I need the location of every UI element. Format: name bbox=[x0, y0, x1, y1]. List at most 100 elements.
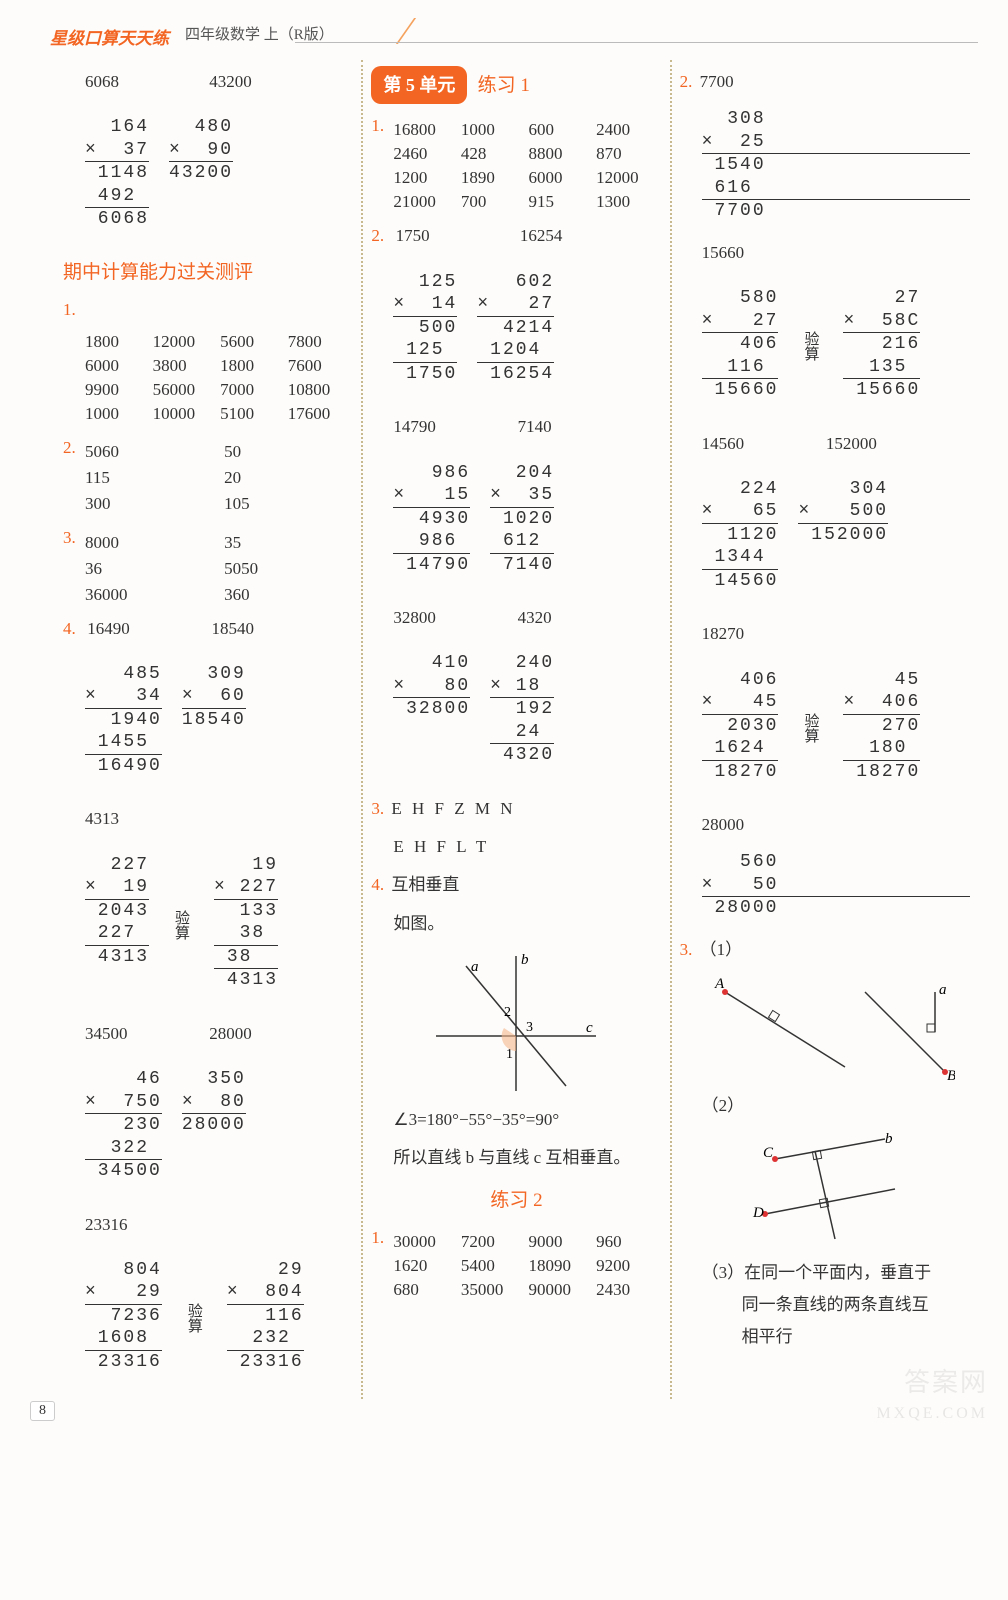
text: 相平行 bbox=[742, 1321, 970, 1353]
vc: 2030 bbox=[702, 714, 779, 738]
cell: 2430 bbox=[596, 1280, 662, 1300]
vc: × 58C bbox=[843, 310, 920, 333]
calc-pair: 986× 15 4930 986 14790 204× 35 1020 612 … bbox=[393, 452, 661, 591]
vc: × 25 bbox=[702, 131, 970, 154]
vc: 192 bbox=[490, 697, 554, 721]
text: 互相垂直 bbox=[391, 875, 459, 894]
cell: 1800 bbox=[220, 356, 286, 376]
unit-header: 第 5 单元 练习 1 bbox=[371, 66, 661, 104]
calc-pair: 164× 37 1148 492 6068 480× 9043200 bbox=[85, 106, 353, 245]
svg-text:b: b bbox=[521, 952, 529, 968]
calc-pair: 224× 65 1120 1344 14560 304× 500 152000 bbox=[702, 468, 970, 607]
vc: 7236 bbox=[85, 1304, 162, 1328]
cell: 1620 bbox=[393, 1256, 459, 1276]
text: （1） bbox=[700, 940, 743, 959]
vals: 14560 152000 bbox=[702, 428, 970, 460]
q1: 1. bbox=[63, 294, 353, 326]
vertical-calc: 204× 35 1020 612 7140 bbox=[490, 462, 554, 577]
cell: 32800 bbox=[393, 602, 513, 634]
vc: × 19 bbox=[85, 876, 149, 899]
vc: × 27 bbox=[477, 293, 554, 316]
text: 同一条直线的两条直线互 bbox=[742, 1289, 970, 1321]
p2q1-grid: 3000072009000960 16205400180909200 68035… bbox=[393, 1232, 661, 1300]
vc: 7140 bbox=[490, 553, 554, 577]
practice-label: 练习 2 bbox=[371, 1185, 661, 1212]
cell: 9900 bbox=[85, 380, 151, 400]
page-header: 星级口算天天练 四年级数学 上（R版） bbox=[55, 20, 978, 48]
vc: 16490 bbox=[85, 754, 162, 778]
vc: 16254 bbox=[477, 362, 554, 386]
cell: 5400 bbox=[461, 1256, 527, 1276]
svg-text:C: C bbox=[763, 1145, 774, 1161]
cell: 9000 bbox=[528, 1232, 594, 1252]
verify-label: 验算 bbox=[169, 910, 194, 940]
page-number: 8 bbox=[30, 1401, 55, 1421]
vc: 232 bbox=[227, 1327, 304, 1350]
qnum: 1. bbox=[371, 1222, 391, 1254]
vc: 485 bbox=[85, 663, 162, 686]
calc-pair: 804× 29 7236 1608 23316 验算 29× 804 116 2… bbox=[85, 1249, 353, 1388]
svg-text:3: 3 bbox=[526, 1020, 533, 1035]
cell: 4320 bbox=[518, 608, 552, 627]
q2: 2. 1750 16254 bbox=[371, 220, 661, 252]
verify-label: 验算 bbox=[182, 1303, 207, 1333]
vc: 133 bbox=[214, 899, 278, 923]
vc: 15660 bbox=[702, 378, 779, 402]
cell: 360 bbox=[224, 585, 353, 605]
cell: 5600 bbox=[220, 332, 286, 352]
cell: 2460 bbox=[393, 144, 459, 164]
qnum: 2. bbox=[63, 432, 83, 464]
calc-pair: 406× 45 2030 1624 18270 验算 45× 406 270 1… bbox=[702, 659, 970, 798]
vertical-calc: 350× 8028000 bbox=[182, 1068, 246, 1137]
section-title: 期中计算能力过关测评 bbox=[63, 257, 353, 284]
q2: 2.7700 bbox=[680, 66, 970, 98]
vc: 116 bbox=[702, 356, 779, 379]
qnum: 4. bbox=[63, 613, 83, 645]
qnum: 3. bbox=[680, 934, 700, 966]
vc: × 15 bbox=[393, 484, 470, 507]
svg-text:b: b bbox=[885, 1131, 893, 1147]
vc: 309 bbox=[182, 663, 246, 686]
verify-label: 验算 bbox=[798, 331, 823, 361]
cell: 1890 bbox=[461, 168, 527, 188]
vc: 322 bbox=[85, 1137, 162, 1160]
vc: 38 bbox=[214, 922, 278, 945]
svg-text:D: D bbox=[752, 1205, 764, 1221]
vc: 2043 bbox=[85, 899, 149, 923]
cell: 16254 bbox=[520, 226, 563, 245]
cell: 5050 bbox=[224, 559, 353, 579]
vc: 4320 bbox=[490, 743, 554, 767]
watermark: 答案网 bbox=[904, 1362, 988, 1399]
vc: × 227 bbox=[214, 876, 278, 899]
vals: 32800 4320 bbox=[393, 602, 661, 634]
vc: 45 bbox=[843, 669, 920, 692]
header-subtitle: 四年级数学 上（R版） bbox=[185, 23, 334, 44]
vertical-calc: 227× 19 2043 227 4313 bbox=[85, 854, 149, 969]
cell: 1200 bbox=[393, 168, 459, 188]
vc: 500 bbox=[393, 316, 457, 340]
cell: 8000 bbox=[85, 533, 214, 553]
vc: 986 bbox=[393, 462, 470, 485]
q3: 3.E H F Z M N bbox=[371, 793, 661, 825]
vc: 19 bbox=[214, 854, 278, 877]
cell: 7140 bbox=[518, 417, 552, 436]
vc: × 90 bbox=[169, 139, 233, 162]
vc: 580 bbox=[702, 287, 779, 310]
value: 28000 bbox=[702, 809, 970, 841]
vc: 46 bbox=[85, 1068, 162, 1091]
cell: 1800 bbox=[85, 332, 151, 352]
calc-pair: 46× 750 230 322 34500 350× 8028000 bbox=[85, 1058, 353, 1197]
value: 6068 bbox=[85, 66, 205, 98]
vc: 1750 bbox=[393, 362, 457, 386]
cell: 152000 bbox=[826, 434, 877, 453]
vc: 406 bbox=[702, 332, 779, 356]
cell: 8800 bbox=[528, 144, 594, 164]
cell: 1000 bbox=[85, 404, 151, 424]
cell: 5100 bbox=[220, 404, 286, 424]
vc: × 804 bbox=[227, 1281, 304, 1304]
vc: 1148 bbox=[85, 161, 149, 185]
vc: 1608 bbox=[85, 1327, 162, 1350]
vertical-calc: 560× 50 28000 bbox=[702, 851, 970, 920]
columns: 6068 43200 164× 37 1148 492 6068 480× 90… bbox=[55, 60, 978, 1399]
vc: 480 bbox=[169, 116, 233, 139]
